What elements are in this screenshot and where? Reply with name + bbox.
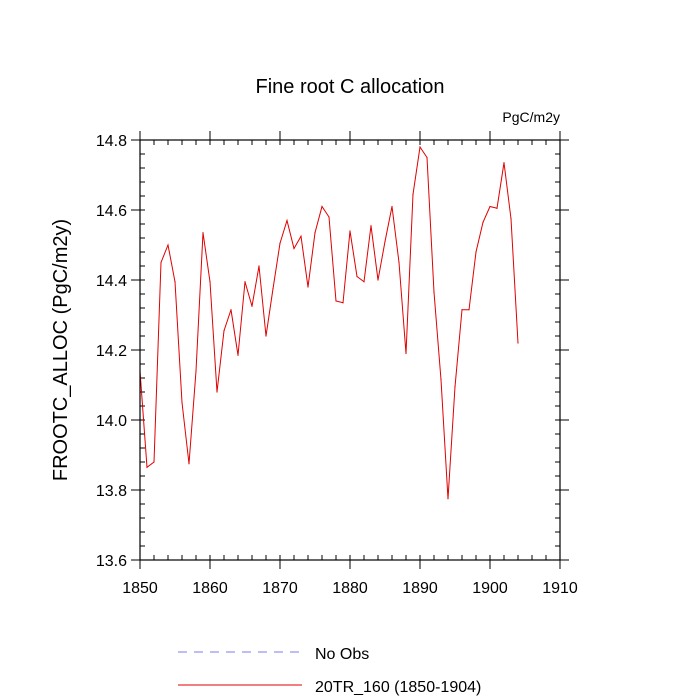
data-point [426, 156, 428, 159]
data-point [195, 370, 197, 372]
x-tick-label: 1870 [262, 580, 298, 597]
data-point [398, 261, 400, 264]
data-point [328, 216, 330, 218]
y-tick-label: 14.8 [96, 133, 127, 150]
data-point [307, 286, 309, 288]
data-point [454, 386, 456, 388]
data-point [251, 305, 253, 307]
data-point [405, 352, 407, 355]
data-point [258, 265, 260, 267]
data-point [356, 275, 358, 278]
data-points [139, 146, 519, 500]
y-tick-label: 14.4 [96, 273, 127, 290]
data-point [300, 235, 302, 237]
data-point [244, 281, 246, 283]
data-point [335, 300, 337, 302]
data-point [230, 309, 232, 311]
data-point [342, 302, 344, 304]
legend-label-20tr-160: 20TR_160 (1850-1904) [315, 679, 481, 696]
units-label: PgC/m2y [502, 109, 560, 125]
data-point [496, 207, 498, 209]
data-point [447, 498, 449, 500]
data-point [279, 242, 281, 244]
x-tick-labels: 1850 1860 1870 1880 1890 1900 1910 [122, 580, 578, 597]
data-point [384, 240, 386, 243]
data-point [181, 401, 183, 404]
x-tick-label: 1880 [332, 580, 368, 597]
data-point [223, 330, 225, 332]
data-point [510, 218, 512, 220]
y-axis-label: FROOTC_ALLOC (PgC/m2y) [50, 219, 72, 481]
y-tick-label: 14.0 [96, 413, 127, 430]
data-point [489, 205, 491, 208]
data-point [293, 247, 295, 250]
data-point [391, 205, 393, 208]
data-point [377, 279, 379, 281]
data-point [517, 342, 519, 344]
data-point [419, 146, 421, 148]
x-tick-label: 1890 [402, 580, 438, 597]
series-line-20tr-160 [139, 145, 519, 499]
x-tick-label: 1850 [122, 580, 158, 597]
y-tick-labels: 13.6 13.8 14.0 14.2 14.4 14.6 14.8 [96, 133, 127, 570]
data-point [461, 309, 463, 311]
data-point [202, 232, 204, 234]
data-point [146, 466, 148, 468]
data-point [314, 232, 316, 234]
data-point [412, 193, 414, 195]
data-point [349, 230, 351, 232]
data-point [272, 288, 274, 290]
data-point [370, 225, 372, 227]
data-point [188, 463, 190, 465]
data-point [468, 309, 470, 311]
data-point [503, 162, 505, 164]
x-tick-label: 1900 [472, 580, 508, 597]
data-point [237, 354, 239, 356]
data-point [174, 281, 176, 283]
plot-frame [139, 139, 561, 561]
data-point [160, 261, 162, 264]
data-point [433, 291, 435, 293]
data-point [475, 251, 477, 253]
data-point [440, 379, 442, 381]
data-point [482, 221, 484, 223]
legend-label-no-obs: No Obs [315, 646, 369, 663]
data-point [153, 461, 155, 463]
y-tick-label: 14.2 [96, 343, 127, 360]
legend: No Obs 20TR_160 (1850-1904) [178, 646, 481, 696]
data-point [167, 244, 169, 246]
chart-title: Fine root C allocation [256, 76, 445, 98]
data-point [216, 391, 218, 393]
data-point [286, 219, 288, 222]
y-tick-label: 13.6 [96, 553, 127, 570]
data-point [209, 281, 211, 283]
x-tick-label: 1910 [542, 580, 578, 597]
data-point [363, 281, 365, 283]
data-point [321, 205, 323, 208]
data-point [265, 335, 267, 337]
y-tick-label: 14.6 [96, 203, 127, 220]
y-tick-label: 13.8 [96, 483, 127, 500]
x-tick-label: 1860 [192, 580, 228, 597]
